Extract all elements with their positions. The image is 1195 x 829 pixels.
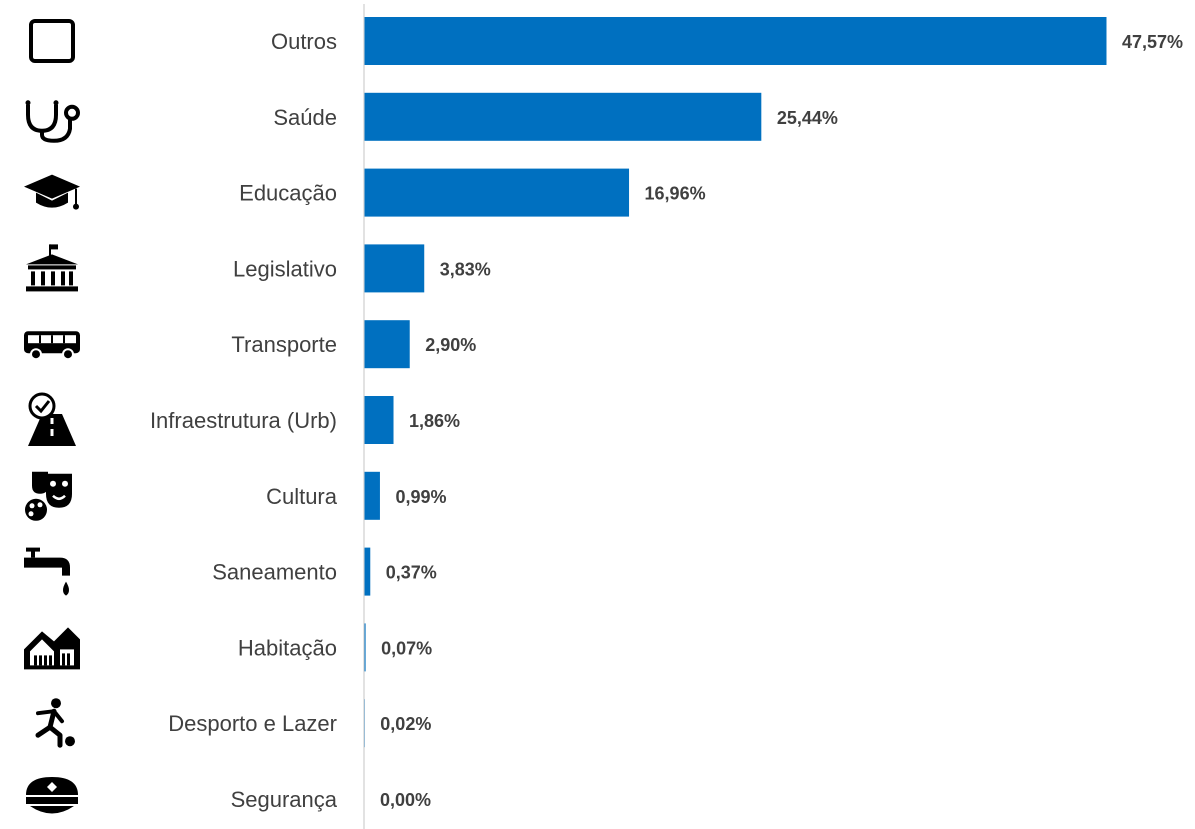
bar-saneamento bbox=[365, 548, 371, 596]
category-label-saude: Saúde bbox=[273, 105, 337, 130]
houses-icon bbox=[24, 627, 80, 669]
bus-icon bbox=[24, 331, 80, 359]
graduation-cap-icon bbox=[24, 175, 80, 210]
value-label-seguranca: 0,00% bbox=[380, 790, 431, 810]
bar-infraestrutura-urb bbox=[365, 396, 394, 444]
soccer-player-icon bbox=[38, 698, 75, 746]
bar-outros bbox=[365, 17, 1107, 65]
bar-habitacao bbox=[365, 623, 366, 671]
value-label-habitacao: 0,07% bbox=[381, 638, 432, 658]
value-label-cultura: 0,99% bbox=[395, 487, 446, 507]
value-label-infraestrutura-urb: 1,86% bbox=[409, 411, 460, 431]
value-label-legislativo: 3,83% bbox=[440, 259, 491, 279]
category-label-desporto-e-lazer: Desporto e Lazer bbox=[168, 711, 337, 736]
value-label-outros: 47,57% bbox=[1122, 32, 1183, 52]
value-label-desporto-e-lazer: 0,02% bbox=[380, 714, 431, 734]
category-label-transporte: Transporte bbox=[231, 332, 337, 357]
value-label-saude: 25,44% bbox=[777, 108, 838, 128]
road-check-icon bbox=[28, 394, 76, 446]
category-label-saneamento: Saneamento bbox=[212, 560, 337, 585]
category-label-cultura: Cultura bbox=[266, 484, 338, 509]
value-label-transporte: 2,90% bbox=[425, 335, 476, 355]
category-label-outros: Outros bbox=[271, 29, 337, 54]
stethoscope-icon bbox=[26, 100, 79, 141]
bar-legislativo bbox=[365, 244, 425, 292]
bar-cultura bbox=[365, 472, 380, 520]
value-label-saneamento: 0,37% bbox=[386, 563, 437, 583]
category-label-infraestrutura-urb: Infraestrutura (Urb) bbox=[150, 408, 337, 433]
bar-transporte bbox=[365, 320, 410, 368]
water-tap-icon bbox=[24, 548, 70, 596]
bar-educacao bbox=[365, 169, 630, 217]
government-building-icon bbox=[26, 244, 78, 291]
bar-saude bbox=[365, 93, 762, 141]
theater-masks-palette-icon bbox=[25, 472, 72, 521]
category-label-habitacao: Habitação bbox=[238, 635, 337, 660]
category-label-educacao: Educação bbox=[239, 181, 337, 206]
category-label-legislativo: Legislativo bbox=[233, 256, 337, 281]
square-outline-icon bbox=[31, 21, 73, 61]
police-cap-icon bbox=[26, 777, 78, 814]
category-label-seguranca: Segurança bbox=[231, 787, 338, 812]
value-label-educacao: 16,96% bbox=[645, 184, 706, 204]
